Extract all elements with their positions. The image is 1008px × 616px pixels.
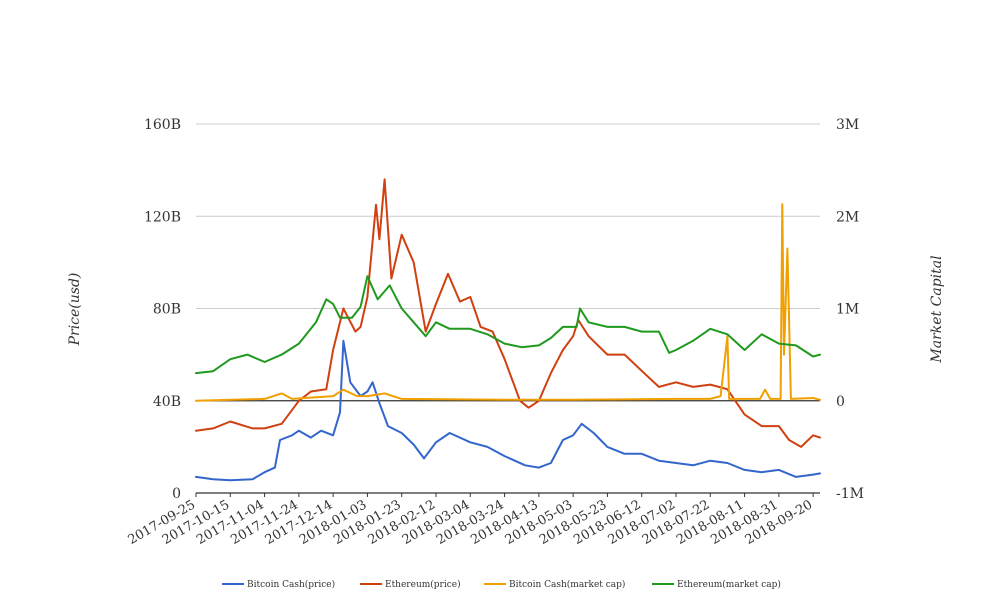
y-right-tick-label: 2M (836, 209, 859, 225)
gridlines (196, 123, 820, 494)
legend-label: Ethereum(market cap) (677, 579, 781, 590)
legend-item: Bitcoin Cash(price) (222, 579, 335, 590)
legend-label: Bitcoin Cash(price) (247, 579, 335, 590)
legend: Bitcoin Cash(price) Ethereum(price) Bitcoi… (222, 579, 781, 590)
y-right-tick-label: 1M (836, 302, 859, 318)
legend-label: Bitcoin Cash(market cap) (509, 579, 625, 590)
y-left-tick-label: 160B (144, 117, 181, 133)
y-right-tick-label: 0 (836, 394, 845, 410)
series-line-2 (195, 178, 821, 448)
y-right-tick-label: -1M (836, 486, 864, 502)
left-axis-ticks: 0 40B 80B 120B 160B (144, 117, 181, 502)
y-left-tick-label: 120B (144, 209, 181, 225)
legend-item: Bitcoin Cash(market cap) (484, 579, 625, 590)
y-left-tick-label: 40B (153, 394, 181, 410)
y-axis-right-title: Market Capital (929, 255, 945, 363)
series-line-3 (195, 203, 821, 402)
legend-item: Ethereum(market cap) (652, 579, 781, 590)
x-axis-ticks: 2017-09-252017-10-152017-11-042017-11-24… (126, 493, 815, 548)
right-axis-ticks: -1M 0 1M 2M 3M (836, 117, 864, 502)
y-right-tick-label: 3M (836, 117, 859, 133)
series-lines (195, 178, 821, 482)
series-line-1 (195, 339, 821, 482)
series-line-4 (195, 275, 821, 375)
legend-label: Ethereum(price) (385, 579, 461, 590)
y-left-tick-label: 0 (172, 486, 181, 502)
y-left-tick-label: 80B (153, 302, 181, 318)
y-axis-left-title: Price(usd) (67, 273, 83, 347)
legend-item: Ethereum(price) (360, 579, 461, 590)
